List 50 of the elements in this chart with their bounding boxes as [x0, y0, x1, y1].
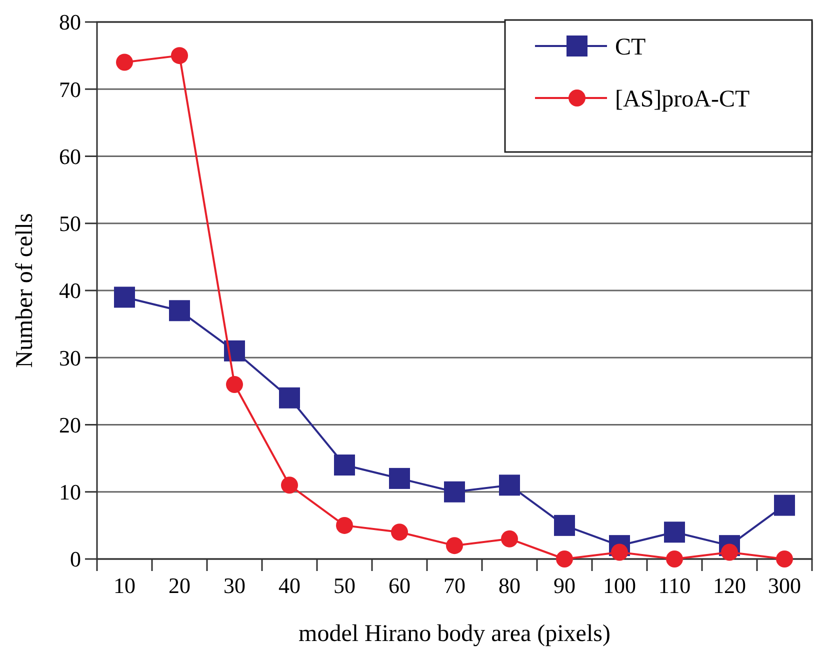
- x-tick-label: 60: [388, 573, 410, 598]
- point: [774, 494, 795, 516]
- x-tick-label: 80: [498, 573, 520, 598]
- point: [501, 530, 518, 548]
- point: [664, 522, 685, 543]
- x-tick-label: 40: [278, 573, 300, 598]
- x-tick-label: 300: [768, 573, 801, 598]
- x-tick-label: 110: [658, 573, 691, 598]
- point: [446, 537, 463, 554]
- x-tick-label: 100: [603, 573, 636, 598]
- legend-key: [AS]proA-CT: [535, 86, 750, 112]
- legend-key: CT: [535, 34, 646, 60]
- x-tick-label: 20: [168, 573, 190, 598]
- point: [391, 524, 408, 541]
- point: [334, 454, 355, 476]
- point: [226, 376, 243, 393]
- y-tick-label: 50: [59, 211, 81, 236]
- point: [281, 476, 298, 494]
- x-tick-label: 120: [713, 573, 746, 598]
- point: [554, 514, 575, 536]
- point: [556, 550, 573, 568]
- y-tick-label: 10: [59, 480, 81, 505]
- point: [666, 550, 683, 568]
- point: [444, 481, 465, 502]
- point: [116, 54, 133, 71]
- y-tick-label: 40: [59, 278, 81, 304]
- point: [171, 47, 188, 64]
- point: [224, 340, 245, 362]
- point: [279, 387, 300, 408]
- x-axis-title: model Hirano body area (pixels): [298, 621, 610, 647]
- x-tick-label: 90: [554, 573, 576, 598]
- point: [336, 516, 353, 534]
- y-tick-label: 80: [59, 10, 81, 35]
- legend-label: [AS]proA-CT: [615, 86, 750, 112]
- x-tick-label: 10: [114, 573, 136, 598]
- x-tick-label: 50: [334, 573, 356, 598]
- y-tick-label: 0: [70, 546, 81, 572]
- y-tick-label: 20: [59, 412, 81, 438]
- y-tick-label: 70: [59, 76, 81, 102]
- point: [499, 474, 520, 496]
- point: [114, 286, 135, 308]
- y-axis-title: Number of cells: [12, 213, 38, 368]
- point: [389, 468, 410, 489]
- legend-label: CT: [615, 34, 646, 60]
- y-tick-label: 60: [59, 144, 81, 169]
- y-tick-label: 30: [59, 345, 81, 370]
- point: [169, 300, 190, 322]
- x-tick-label: 70: [444, 573, 466, 598]
- x-tick-label: 30: [224, 573, 246, 598]
- point: [776, 550, 793, 568]
